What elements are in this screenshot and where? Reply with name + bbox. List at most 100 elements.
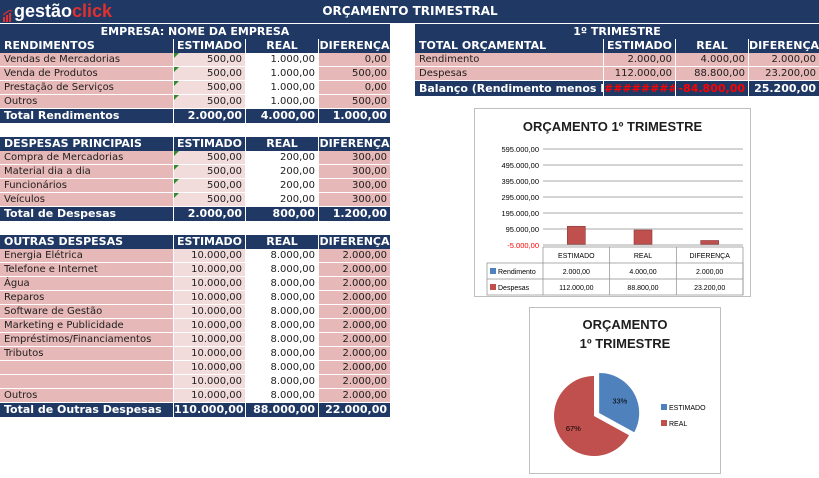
rendimentos-total-divider: [318, 109, 319, 123]
despesas-comment-marker: [174, 179, 179, 184]
rendimentos-cell: 500,00: [174, 67, 245, 80]
outras-col-header: ESTIMADO: [177, 235, 242, 248]
trimestre-cell: 88.800,00: [676, 67, 748, 80]
trimestre-cell: Rendimento: [415, 53, 603, 66]
despesas-cell: 200,00: [246, 165, 318, 178]
trimestre-cell: 4.000,00: [676, 53, 748, 66]
outras-col-header: OUTRAS DESPESAS: [4, 235, 124, 248]
rendimentos-cell: Outros: [0, 95, 173, 108]
rendimentos-cell: 500,00: [174, 95, 245, 108]
despesas-cell: 200,00: [246, 151, 318, 164]
rendimentos-col-header: RENDIMENTOS: [4, 39, 95, 52]
outras-cell: 10.000,00: [174, 305, 245, 318]
pie-legend-swatch: [661, 404, 667, 410]
outras-cell: Software de Gestão: [0, 305, 173, 318]
rendimentos-total-bar: [0, 109, 390, 123]
outras-total-divider: [318, 403, 319, 417]
pie-legend-swatch: [661, 420, 667, 426]
rendimentos-cell: Venda de Produtos: [0, 67, 173, 80]
despesas-col-header: ESTIMADO: [177, 137, 242, 150]
trimestre-col-header: DIFERENÇA: [749, 39, 819, 52]
bar-chart-category-label: ESTIMADO: [558, 253, 595, 260]
outras-header-bar: [0, 235, 390, 249]
outras-total-cell: Total de Outras Despesas: [4, 403, 162, 416]
despesas-cell: 500,00: [174, 179, 245, 192]
bar-chart-title: ORÇAMENTO 1º TRIMESTRE: [522, 119, 703, 134]
despesas-cell: 300,00: [319, 151, 390, 164]
trimestre-cell: 2.000,00: [604, 53, 675, 66]
outras-cell: 8.000,00: [246, 361, 318, 374]
despesas-col-header: REAL: [266, 137, 298, 150]
outras-col-header: REAL: [266, 235, 298, 248]
outras-cell: Marketing e Publicidade: [0, 319, 173, 332]
outras-cell: 10.000,00: [174, 249, 245, 262]
rendimentos-total-divider: [173, 109, 174, 123]
bar-chart-data-label: 23.200,00: [694, 285, 725, 292]
despesas-cell: 200,00: [246, 193, 318, 206]
pie-legend-label: ESTIMADO: [669, 405, 706, 412]
rendimentos-total-cell: 4.000,00: [260, 109, 315, 122]
outras-total-bar: [0, 403, 390, 417]
brand-logo: gestãoclick: [2, 1, 113, 23]
bar-chart-ytick-label: 395.000,00: [501, 177, 539, 186]
rendimentos-header-divider: [245, 39, 246, 53]
pie-chart-svg: 33% 67% ESTIMADO REAL: [554, 372, 706, 456]
despesas-header-divider: [245, 137, 246, 151]
brand-logo-part1: gestão: [14, 1, 73, 21]
brand-logo-part2: click: [72, 1, 113, 21]
outras-cell: Tributos: [0, 347, 173, 360]
rendimentos-cell: 0,00: [319, 81, 390, 94]
outras-cell: Água: [0, 277, 173, 290]
outras-cell: 2.000,00: [319, 361, 390, 374]
outras-total-cell: 110.000,00: [174, 403, 244, 416]
trimestre-balance-estimado: ########: [604, 82, 675, 95]
pie-slice-label: 67%: [566, 424, 581, 433]
despesas-total-divider: [318, 207, 319, 221]
outras-cell: 8.000,00: [246, 263, 318, 276]
despesas-cell: 300,00: [319, 193, 390, 206]
rendimentos-total-cell: Total Rendimentos: [4, 109, 120, 122]
despesas-cell: Funcionários: [0, 179, 173, 192]
rendimentos-cell: 1.000,00: [246, 81, 318, 94]
outras-cell: 8.000,00: [246, 249, 318, 262]
outras-cell: 2.000,00: [319, 305, 390, 318]
trimestre-balance-divider: [675, 81, 676, 96]
outras-cell: Telefone e Internet: [0, 263, 173, 276]
bar-chart-bar-despesas: [567, 225, 586, 245]
outras-cell: Energia Elétrica: [0, 249, 173, 262]
outras-cell: 2.000,00: [319, 291, 390, 304]
despesas-total-divider: [245, 207, 246, 221]
bar-chart-ytick-label: 195.000,00: [501, 209, 539, 218]
despesas-header-divider: [318, 137, 319, 151]
outras-cell: 10.000,00: [174, 389, 245, 402]
trimestre-cell: 23.200,00: [749, 67, 819, 80]
outras-header-divider: [318, 235, 319, 249]
bar-chart-legend-swatch: [490, 268, 496, 274]
outras-cell: 2.000,00: [319, 319, 390, 332]
trimestre-header-divider: [603, 39, 604, 53]
rendimentos-header-divider: [318, 39, 319, 53]
outras-cell: 8.000,00: [246, 291, 318, 304]
rendimentos-comment-marker: [174, 53, 179, 58]
rendimentos-comment-marker: [174, 95, 179, 100]
bar-chart-series-name: Rendimento: [498, 269, 536, 276]
rendimentos-cell: 500,00: [319, 95, 390, 108]
trimestre-balance-divider: [603, 81, 604, 96]
outras-total-divider: [245, 403, 246, 417]
title-bar: [0, 0, 819, 23]
outras-total-cell: 88.000,00: [253, 403, 315, 416]
outras-cell: 2.000,00: [319, 249, 390, 262]
trimestre-col-header: ESTIMADO: [607, 39, 672, 52]
trimestre-balance-divider: [748, 81, 749, 96]
brand-logo-mark: [2, 6, 13, 23]
trimestre-title: 1º TRIMESTRE: [573, 25, 661, 38]
bar-chart-data-label: 88.800,00: [627, 285, 658, 292]
despesas-total-cell: 1.200,00: [332, 207, 387, 220]
outras-col-header: DIFERENÇA: [319, 235, 390, 248]
outras-cell: [0, 361, 173, 374]
trimestre-balance-label: Balanço (Rendimento menos Despesas): [419, 82, 603, 95]
outras-cell: 10.000,00: [174, 263, 245, 276]
bar-chart-data-label: 2.000,00: [696, 269, 723, 276]
outras-header-divider: [173, 235, 174, 249]
rendimentos-cell: 1.000,00: [246, 53, 318, 66]
